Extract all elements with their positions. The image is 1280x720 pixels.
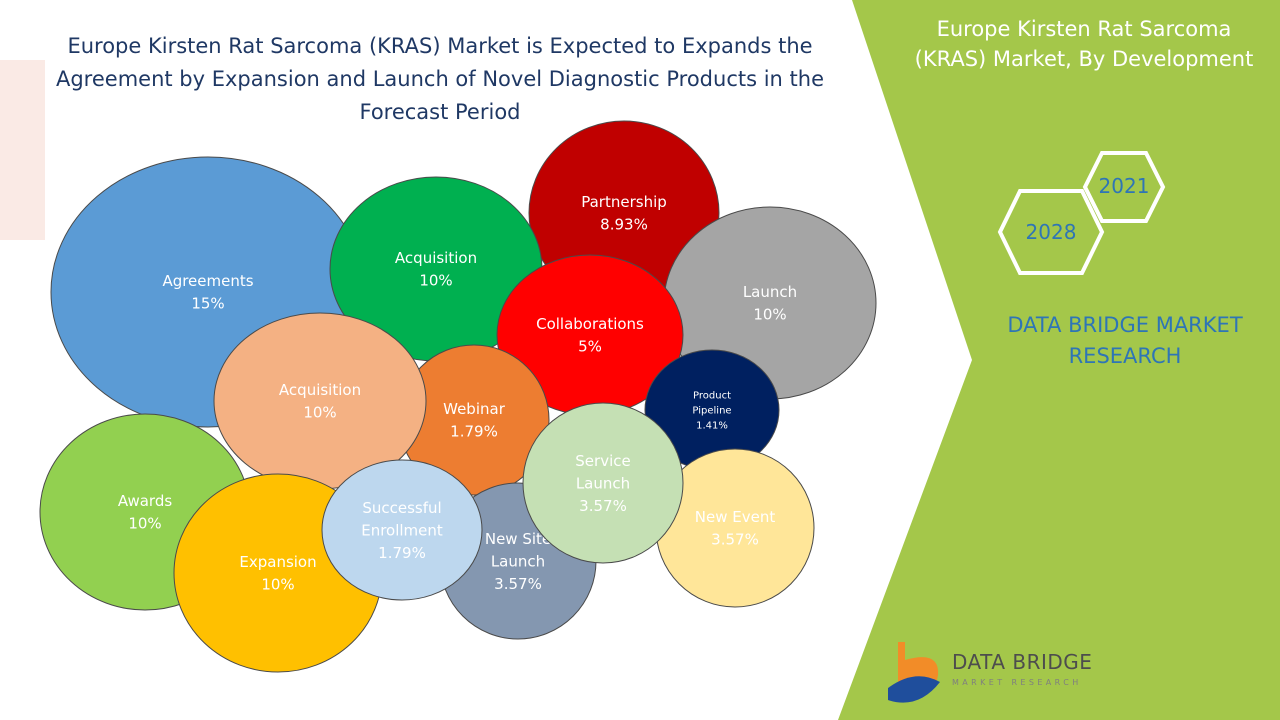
chart-title-line: Europe Kirsten Rat Sarcoma (KRAS) Market… (67, 34, 813, 58)
bubble-label: Successful Enrollment (361, 499, 443, 540)
logo-name: DATA BRIDGE (952, 650, 1093, 674)
right-panel (838, 0, 1280, 720)
bubble-label: Service Launch (575, 452, 630, 493)
brand-line: RESEARCH (1068, 344, 1182, 368)
data-bridge-logo-icon (888, 642, 940, 703)
bubble-label: New Site Launch (485, 530, 551, 571)
bubble-value: 3.57% (711, 531, 759, 549)
background-accent (0, 60, 45, 240)
bubble-value: 1.41% (696, 421, 728, 432)
bubble-value: 10% (261, 576, 294, 594)
bubble-label: Acquisition (279, 381, 361, 399)
bubble-label: Agreements (162, 272, 253, 290)
bubble-value: 10% (419, 272, 452, 290)
bubble-label: Partnership (581, 193, 667, 211)
bubble-value: 15% (191, 295, 224, 313)
bubble-label: Awards (118, 492, 173, 510)
hexagon-2028 (997, 189, 1105, 275)
brand-line: DATA BRIDGE MARKET (1007, 313, 1243, 337)
bubble-label: Expansion (239, 553, 316, 571)
bubble-value: 8.93% (600, 216, 648, 234)
bubble-acquisition: Acquisition 10% (213, 312, 427, 490)
bubble-value: 1.79% (450, 423, 498, 441)
bubble-label: Collaborations (536, 315, 644, 333)
bubble-label: Product Pipeline (692, 391, 731, 417)
bubble-label: New Event (695, 508, 776, 526)
bubble-label: Webinar (443, 400, 506, 418)
bubble-new-event: New Event 3.57% (655, 448, 815, 608)
year-start-label: 2021 (1098, 174, 1150, 198)
panel-title: Europe Kirsten Rat Sarcoma (KRAS) Market… (888, 14, 1280, 74)
bubble-value: 3.57% (579, 497, 627, 515)
bubble-value: 10% (753, 306, 786, 324)
bubble-shape (522, 402, 684, 564)
bubble-label: Launch (743, 283, 797, 301)
bubble-shape (321, 459, 483, 601)
bubble-chart: Agreements 15% Partnership 8.93% Acquisition… (39, 120, 877, 673)
bubble-value: 10% (128, 515, 161, 533)
bubble-service-launch: Service Launch 3.57% (522, 402, 684, 564)
logo-subtitle: MARKET RESEARCH (952, 678, 1082, 687)
chart-title-line: Forecast Period (359, 100, 521, 124)
bubble-label: Acquisition (395, 249, 477, 267)
brand-name: DATA BRIDGE MARKET RESEARCH (975, 310, 1275, 372)
bubble-value: 3.57% (494, 575, 542, 593)
panel-title-line: (KRAS) Market, By Development (914, 47, 1254, 71)
bubble-successful-enrollment: Successful Enrollment 1.79% (321, 459, 483, 601)
chart-title-line: Agreement by Expansion and Launch of Nov… (55, 67, 824, 91)
bubble-value: 10% (303, 404, 336, 422)
panel-title-line: Europe Kirsten Rat Sarcoma (936, 17, 1232, 41)
hexagon-2021 (1082, 151, 1166, 223)
chart-title: Europe Kirsten Rat Sarcoma (KRAS) Market… (30, 30, 850, 129)
bubble-value: 1.79% (378, 544, 426, 562)
year-end-label: 2028 (1025, 220, 1077, 244)
bubble-value: 5% (578, 338, 602, 356)
bubble-acquisition: Acquisition 10% (329, 176, 543, 362)
